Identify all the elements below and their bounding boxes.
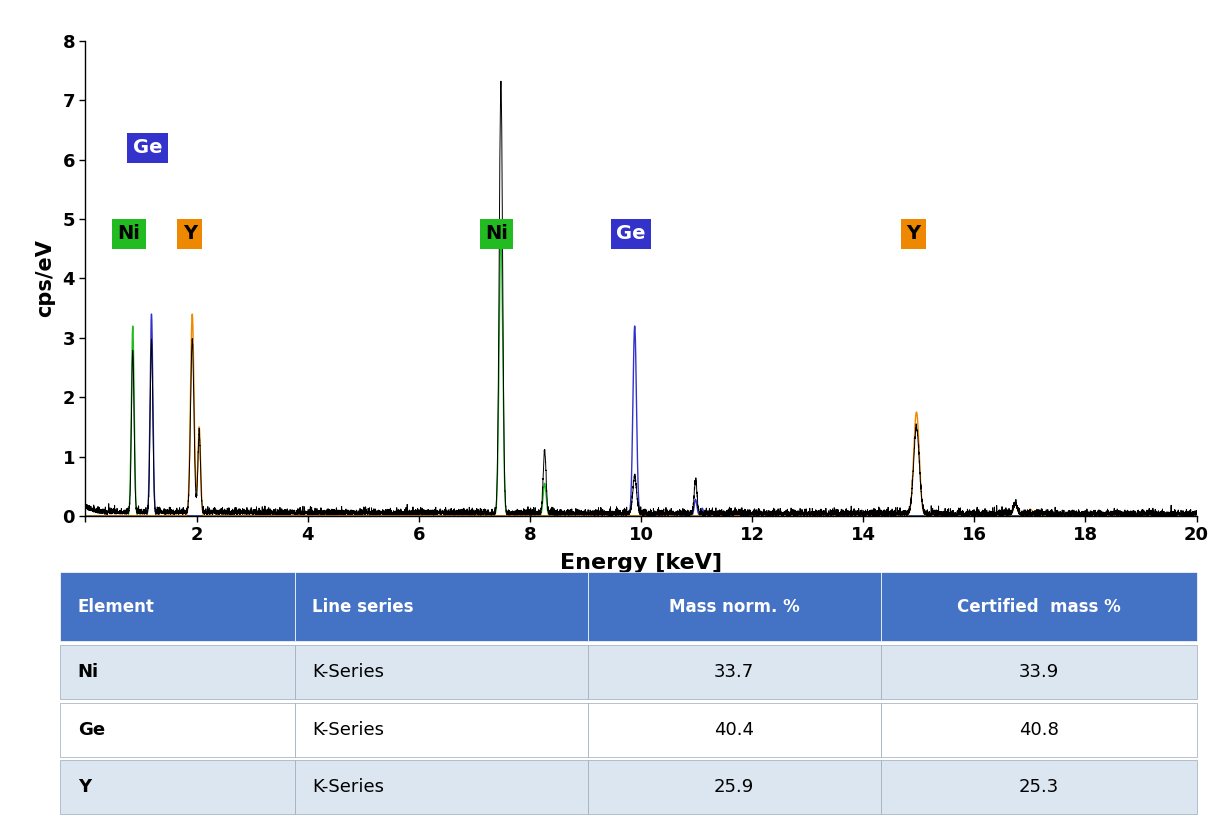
Y-axis label: cps/eV: cps/eV xyxy=(35,239,55,318)
FancyBboxPatch shape xyxy=(880,703,1197,757)
Text: K-Series: K-Series xyxy=(313,779,385,796)
Text: Y: Y xyxy=(183,224,197,243)
Text: K-Series: K-Series xyxy=(313,721,385,739)
Text: Ni: Ni xyxy=(485,224,508,243)
FancyBboxPatch shape xyxy=(60,760,294,814)
Text: Ge: Ge xyxy=(133,138,162,157)
Text: Ge: Ge xyxy=(78,721,105,739)
Text: Y: Y xyxy=(78,779,90,796)
FancyBboxPatch shape xyxy=(587,572,880,641)
FancyBboxPatch shape xyxy=(587,703,880,757)
FancyBboxPatch shape xyxy=(294,703,587,757)
FancyBboxPatch shape xyxy=(294,645,587,699)
Text: Element: Element xyxy=(78,598,155,616)
Text: Ge: Ge xyxy=(617,224,646,243)
FancyBboxPatch shape xyxy=(294,760,587,814)
Text: Certified  mass %: Certified mass % xyxy=(957,598,1121,616)
FancyBboxPatch shape xyxy=(880,645,1197,699)
Text: 25.3: 25.3 xyxy=(1018,779,1059,796)
Text: Ni: Ni xyxy=(78,663,99,681)
FancyBboxPatch shape xyxy=(587,645,880,699)
FancyBboxPatch shape xyxy=(294,572,587,641)
Text: 33.7: 33.7 xyxy=(714,663,755,681)
Text: Line series: Line series xyxy=(313,598,414,616)
Text: 40.4: 40.4 xyxy=(714,721,755,739)
FancyBboxPatch shape xyxy=(880,760,1197,814)
FancyBboxPatch shape xyxy=(60,703,294,757)
FancyBboxPatch shape xyxy=(60,645,294,699)
Text: Mass norm. %: Mass norm. % xyxy=(669,598,800,616)
FancyBboxPatch shape xyxy=(60,572,294,641)
FancyBboxPatch shape xyxy=(880,572,1197,641)
FancyBboxPatch shape xyxy=(587,760,880,814)
Text: 40.8: 40.8 xyxy=(1018,721,1059,739)
X-axis label: Energy [keV]: Energy [keV] xyxy=(560,553,722,572)
Text: Y: Y xyxy=(906,224,921,243)
Text: Ni: Ni xyxy=(117,224,140,243)
Text: 25.9: 25.9 xyxy=(714,779,755,796)
Text: 33.9: 33.9 xyxy=(1018,663,1059,681)
Text: K-Series: K-Series xyxy=(313,663,385,681)
